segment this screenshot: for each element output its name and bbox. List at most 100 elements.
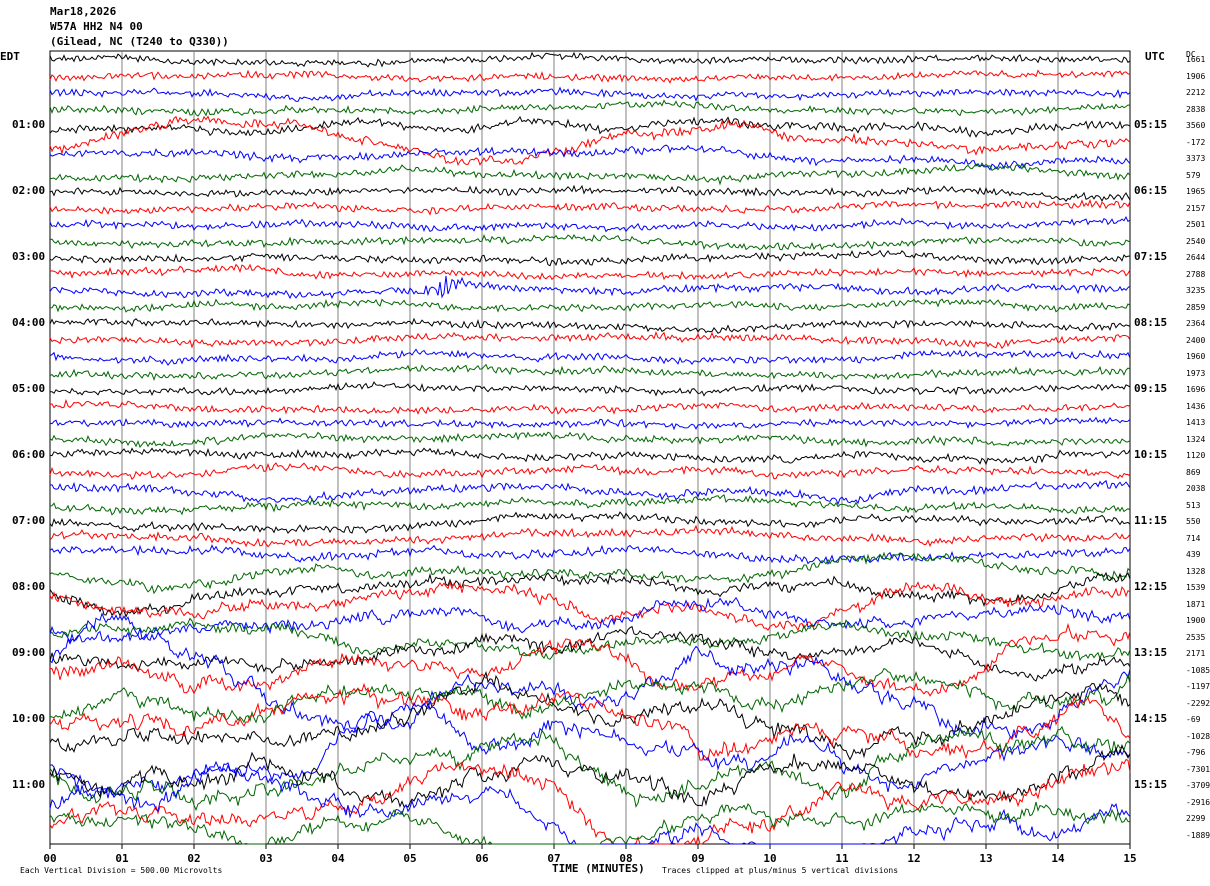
- dc-offset-label: 1871: [1186, 599, 1206, 609]
- x-tick-label-15: 15: [1123, 852, 1136, 865]
- trace-10: [49, 216, 1131, 233]
- dc-offset-label: 1965: [1186, 187, 1206, 196]
- x-tick-label-03: 03: [259, 852, 272, 865]
- dc-offset-label: 3560: [1186, 121, 1206, 130]
- trace-25: [49, 462, 1131, 480]
- trace-19: [49, 363, 1131, 381]
- trace-40: [49, 670, 1131, 761]
- dc-offset-label: -7301: [1186, 764, 1210, 774]
- trace-21: [49, 398, 1131, 415]
- edt-time-label: 03:00: [12, 250, 46, 263]
- dc-offset-label: -69: [1186, 715, 1201, 724]
- trace-39: [49, 667, 1131, 724]
- trace-17: [49, 331, 1131, 350]
- dc-offset-label: 2535: [1186, 632, 1206, 642]
- trace-7: [49, 162, 1131, 186]
- dc-offset-label: 2644: [1186, 253, 1206, 262]
- edt-time-label: 07:00: [12, 514, 46, 527]
- utc-time-label: 13:15: [1134, 646, 1168, 659]
- trace-33: [49, 580, 1131, 632]
- x-tick-label-01: 01: [115, 852, 129, 865]
- trace-32: [49, 571, 1131, 618]
- dc-offset-label: 579: [1186, 170, 1201, 180]
- trace-2: [49, 86, 1131, 102]
- trace-43: [49, 725, 1131, 812]
- utc-time-label: 07:15: [1134, 250, 1168, 263]
- dc-offset-label: 2157: [1186, 203, 1206, 213]
- utc-time-label: 15:15: [1134, 778, 1168, 791]
- trace-23: [49, 431, 1131, 448]
- edt-time-label: 11:00: [12, 778, 46, 791]
- x-tick-label-08: 08: [619, 852, 632, 865]
- trace-5: [49, 115, 1131, 166]
- trace-8: [49, 184, 1131, 203]
- trace-26: [49, 479, 1131, 506]
- utc-time-label: 11:15: [1134, 514, 1168, 527]
- x-tick-label-00: 00: [43, 852, 56, 865]
- edt-time-label: 04:00: [12, 316, 46, 329]
- dc-offset-label: -1085: [1186, 665, 1210, 675]
- dc-offset-label: -3709: [1186, 781, 1210, 790]
- utc-time-label: 10:15: [1134, 448, 1168, 461]
- edt-time-label: 10:00: [12, 712, 46, 725]
- trace-29: [49, 524, 1131, 548]
- dc-offset-label: 2299: [1186, 814, 1206, 823]
- dc-offset-label: 1973: [1186, 368, 1206, 378]
- utc-time-label: 08:15: [1134, 316, 1168, 329]
- trace-38: [49, 612, 1131, 739]
- dc-offset-label: 1328: [1186, 566, 1206, 576]
- dc-offset-label: 3235: [1186, 286, 1206, 295]
- header-location: (Gilead, NC (T240 to Q330)): [50, 35, 229, 48]
- trace-31: [49, 551, 1131, 595]
- dc-offset-label: 869: [1186, 467, 1201, 477]
- clip-note: Traces clipped at plus/minus 5 vertical …: [662, 866, 899, 875]
- utc-time-label: 09:15: [1134, 382, 1168, 395]
- trace-3: [49, 99, 1131, 117]
- x-tick-label-12: 12: [907, 852, 920, 865]
- dc-offset-label: -2916: [1186, 797, 1210, 807]
- dc-offset-label: 2859: [1186, 302, 1206, 312]
- header-station: W57A HH2 N4 00: [50, 20, 143, 33]
- edt-time-label: 01:00: [12, 118, 46, 131]
- dc-offset-label: 1413: [1186, 418, 1206, 427]
- scale-note: Each Vertical Division = 500.00 Microvol…: [20, 866, 223, 875]
- dc-axis-label: DC: [1186, 50, 1196, 59]
- x-axis-title: TIME (MINUTES): [552, 862, 645, 875]
- trace-44: [49, 743, 1131, 808]
- trace-12: [49, 249, 1131, 267]
- trace-6: [49, 144, 1131, 171]
- dc-offset-label: 1960: [1186, 352, 1206, 361]
- dc-offset-label: 1696: [1186, 385, 1206, 394]
- trace-20: [50, 381, 1131, 397]
- header-date: Mar18,2026: [50, 5, 117, 18]
- dc-offset-label: 1539: [1186, 583, 1206, 592]
- x-tick-label-06: 06: [475, 852, 489, 865]
- x-tick-label-04: 04: [331, 852, 345, 865]
- trace-45: [49, 758, 1131, 846]
- dc-offset-label: 2171: [1186, 649, 1206, 658]
- dc-offset-label: 1906: [1186, 71, 1206, 81]
- edt-time-label: 05:00: [12, 382, 46, 395]
- trace-18: [49, 348, 1131, 366]
- trace-27: [49, 494, 1131, 516]
- dc-offset-label: 714: [1186, 533, 1201, 543]
- trace-16: [49, 317, 1131, 334]
- utc-time-label: 05:15: [1134, 118, 1168, 131]
- dc-offset-label: -1889: [1186, 830, 1210, 840]
- trace-4: [49, 115, 1131, 138]
- trace-22: [49, 416, 1131, 431]
- x-tick-label-05: 05: [403, 852, 416, 865]
- x-tick-label-02: 02: [187, 852, 200, 865]
- trace-0: [49, 51, 1131, 68]
- dc-offset-label: 1436: [1186, 401, 1206, 411]
- dc-offset-label: 3373: [1186, 154, 1206, 163]
- dc-offset-label: -11971: [1186, 682, 1210, 691]
- edt-time-label: 08:00: [12, 580, 46, 593]
- trace-28: [49, 511, 1131, 534]
- edt-time-label: 02:00: [12, 184, 46, 197]
- dc-offset-label: -10282: [1186, 731, 1210, 741]
- x-tick-label-07: 07: [547, 852, 560, 865]
- edt-time-label: 09:00: [12, 646, 46, 659]
- dc-offset-label: -796: [1186, 748, 1206, 757]
